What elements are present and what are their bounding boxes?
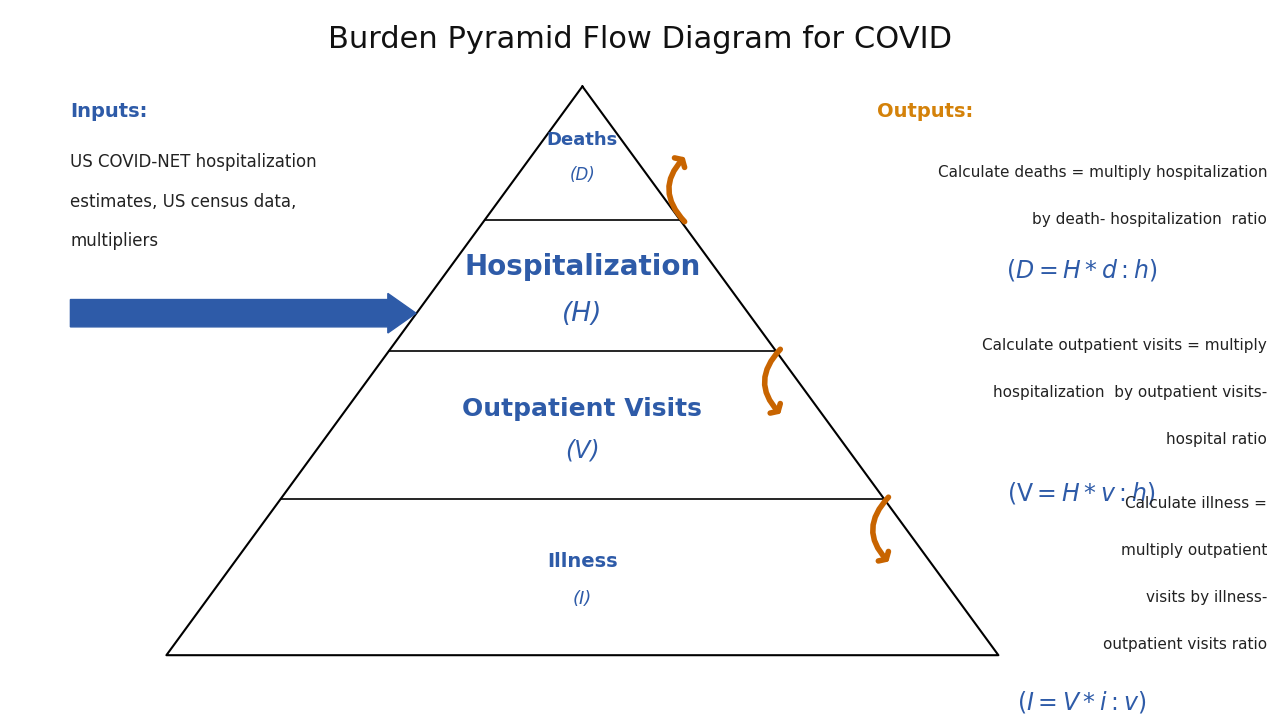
- Text: visits by illness-: visits by illness-: [1146, 590, 1267, 605]
- Text: Illness: Illness: [547, 552, 618, 571]
- Text: (I): (I): [572, 590, 593, 608]
- Text: multiply outpatient: multiply outpatient: [1121, 544, 1267, 558]
- Text: estimates, US census data,: estimates, US census data,: [70, 192, 297, 210]
- Text: (H): (H): [562, 301, 603, 328]
- Text: Inputs:: Inputs:: [70, 102, 147, 121]
- Text: hospital ratio: hospital ratio: [1166, 432, 1267, 446]
- Text: outpatient visits ratio: outpatient visits ratio: [1103, 637, 1267, 652]
- Text: Burden Pyramid Flow Diagram for COVID: Burden Pyramid Flow Diagram for COVID: [328, 25, 952, 54]
- Text: $(I = V * i: v)$: $(I = V * i: v)$: [1018, 689, 1146, 715]
- Text: hospitalization  by outpatient visits-: hospitalization by outpatient visits-: [993, 385, 1267, 400]
- FancyArrow shape: [70, 294, 416, 333]
- Text: Outputs:: Outputs:: [877, 102, 973, 121]
- Text: (V): (V): [564, 438, 600, 462]
- Text: (D): (D): [570, 166, 595, 184]
- Text: multipliers: multipliers: [70, 232, 159, 250]
- Text: Calculate illness =: Calculate illness =: [1125, 497, 1267, 511]
- Text: US COVID-NET hospitalization: US COVID-NET hospitalization: [70, 153, 317, 171]
- Text: Hospitalization: Hospitalization: [465, 253, 700, 282]
- Text: Calculate deaths = multiply hospitalization: Calculate deaths = multiply hospitalizat…: [938, 166, 1267, 180]
- Text: Outpatient Visits: Outpatient Visits: [462, 397, 703, 421]
- Text: Calculate outpatient visits = multiply: Calculate outpatient visits = multiply: [983, 338, 1267, 353]
- Text: $(D = H * d: h)$: $(D = H * d: h)$: [1006, 257, 1157, 283]
- Text: $(\mathsf{V} = H * v: h)$: $(\mathsf{V} = H * v: h)$: [1007, 480, 1156, 506]
- Text: by death- hospitalization  ratio: by death- hospitalization ratio: [1033, 212, 1267, 227]
- Text: Deaths: Deaths: [547, 131, 618, 149]
